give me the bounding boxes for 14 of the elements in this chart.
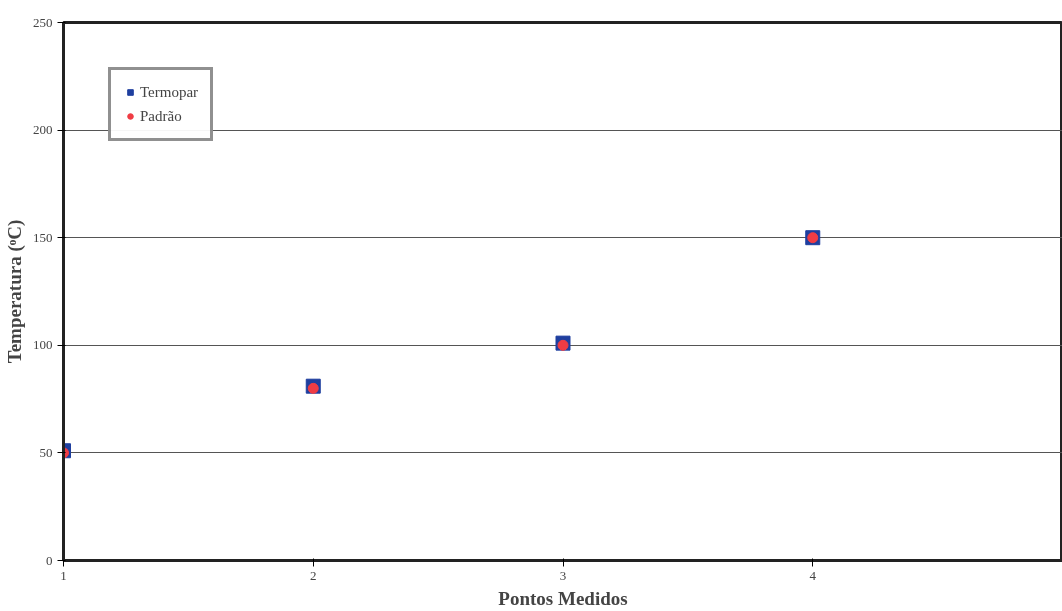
legend-label: Termopar <box>140 83 199 101</box>
y-axis-title: Temperatura (ᵒC) <box>4 219 26 364</box>
y-tick-label: 100 <box>33 337 53 353</box>
x-tick-label: 3 <box>559 567 567 583</box>
y-tick-label: 250 <box>33 14 53 30</box>
y-tick-label: 50 <box>39 444 53 460</box>
x-tick-label: 2 <box>310 567 317 583</box>
x-tick-label: 4 <box>809 567 817 583</box>
y-tick-label: 150 <box>33 229 53 245</box>
legend-label: Padrão <box>140 107 182 125</box>
x-tick-label: 1 <box>60 567 67 583</box>
y-tick-label: 0 <box>46 552 53 568</box>
y-tick-label: 200 <box>33 122 53 138</box>
x-axis-title: Pontos Medidos <box>498 587 628 609</box>
